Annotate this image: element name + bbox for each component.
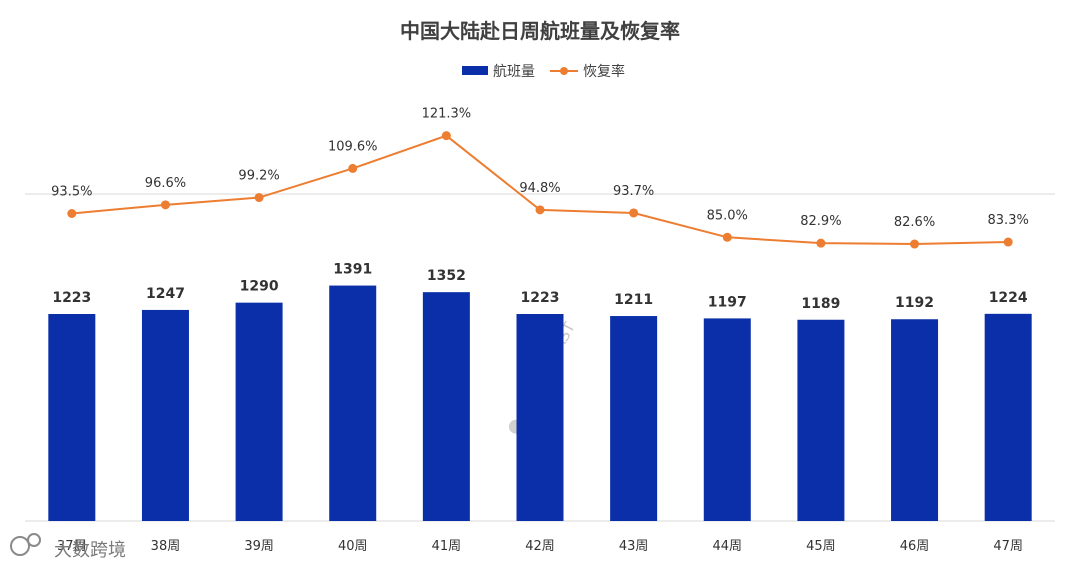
bar [329, 285, 377, 521]
bar [797, 319, 845, 521]
x-tick-label: 46周 [900, 539, 930, 554]
bar-value-label: 1197 [708, 294, 747, 310]
x-tick-label: 40周 [338, 539, 368, 554]
x-tick-labels: 37周 38周 39周 40周 41周 42周 43周 44周 45周 46周 47周 [57, 539, 1023, 554]
chart-title: 中国大陆赴日周航班量及恢复率 [400, 19, 680, 43]
rate-point [816, 238, 826, 248]
legend: 航班量 恢复率 [462, 63, 625, 80]
bar [235, 302, 283, 521]
bar-labels: 1223 1247 1290 1391 1352 1223 1211 1197 1189 1192… [52, 262, 1028, 312]
rate-value-label: 121.3% [422, 107, 472, 122]
rate-value-label: 85.0% [707, 208, 748, 223]
bar-value-label: 1290 [240, 279, 279, 295]
rate-point [910, 239, 920, 249]
x-tick-label: 45周 [806, 539, 836, 554]
bar-value-label: 1223 [52, 290, 91, 306]
legend-marker-rate [560, 67, 568, 75]
rate-value-label: 93.7% [613, 184, 654, 199]
bar-value-label: 1224 [989, 290, 1028, 306]
rate-value-label: 82.9% [800, 214, 841, 229]
rate-point [160, 200, 170, 210]
bar-value-label: 1223 [521, 290, 560, 306]
rate-markers [67, 131, 1013, 249]
bar-value-label: 1247 [146, 286, 185, 302]
x-tick-label: 44周 [712, 539, 742, 554]
bar [516, 314, 564, 521]
rate-value-label: 93.5% [51, 185, 92, 200]
bar-value-label: 1192 [895, 295, 934, 311]
bar [610, 316, 658, 521]
rate-value-label: 99.2% [238, 169, 279, 184]
bar-series [48, 285, 1032, 521]
x-tick-label: 42周 [525, 539, 555, 554]
rate-point [722, 232, 732, 242]
brand-icon [10, 536, 30, 556]
x-tick-label: 37周 [57, 539, 87, 554]
rate-value-label: 109.6% [328, 139, 378, 154]
bar [422, 292, 470, 521]
bar-value-label: 1352 [427, 268, 466, 284]
bar-value-label: 1211 [614, 292, 653, 308]
rate-point [348, 163, 358, 173]
rate-point [441, 131, 451, 141]
rate-labels: 93.5% 96.6% 99.2% 109.6% 121.3% 94.8% 93.7% 85.… [51, 107, 1029, 230]
rate-point [1003, 237, 1013, 247]
rate-value-label: 82.6% [894, 215, 935, 230]
x-tick-label: 47周 [993, 539, 1023, 554]
rate-point [629, 208, 639, 218]
rate-point [254, 193, 264, 203]
legend-label-flights: 航班量 [493, 64, 535, 80]
brand-icon-dot [27, 533, 41, 547]
bar [48, 314, 96, 521]
x-tick-label: 43周 [619, 539, 649, 554]
x-tick-label: 38周 [151, 539, 181, 554]
x-tick-label: 41周 [432, 539, 462, 554]
rate-point [535, 205, 545, 215]
rate-value-label: 96.6% [145, 176, 186, 191]
brand-logo: 大数跨境 [10, 533, 126, 561]
rate-value-label: 83.3% [988, 213, 1029, 228]
bar-value-label: 1391 [333, 262, 372, 278]
x-tick-label: 39周 [244, 539, 274, 554]
bar [891, 319, 939, 521]
rate-point [67, 209, 77, 218]
rate-value-label: 94.8% [519, 181, 560, 196]
bar-value-label: 1189 [801, 296, 840, 312]
legend-label-rate: 恢复率 [583, 63, 625, 80]
bar [141, 309, 189, 521]
legend-swatch-flights [462, 66, 488, 75]
bar [984, 313, 1032, 521]
bar [703, 318, 751, 521]
brand-text: 大数跨境 [54, 540, 126, 561]
